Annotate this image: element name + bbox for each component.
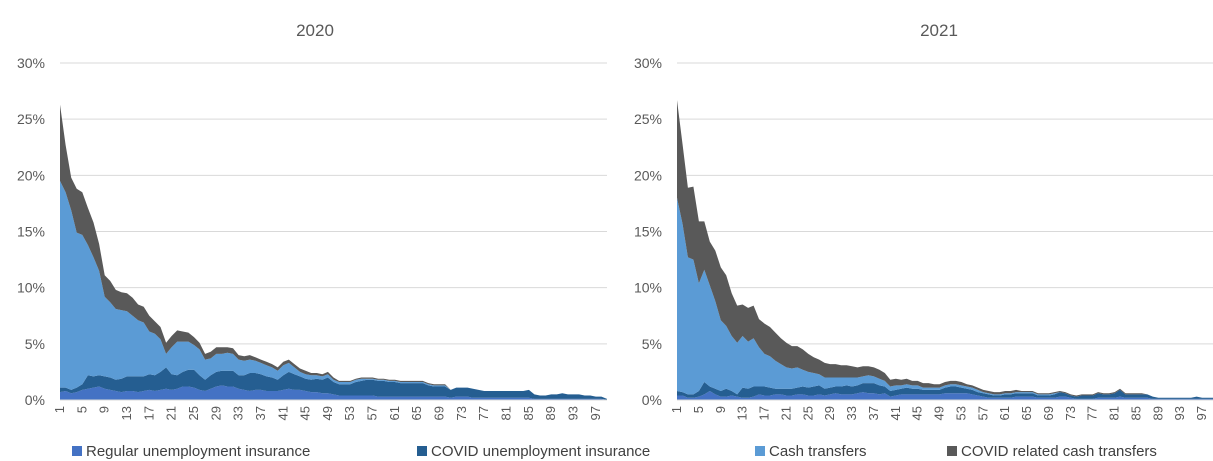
- chart-panel-2020: 2020 0% 5% 10% 15% 20% 25% 30% 1 5 9 13 17 21 25 29 33 37…: [17, 21, 607, 420]
- x-tick-label: 17: [757, 406, 772, 420]
- legend-label: Cash transfers: [769, 443, 867, 460]
- area-series-1: [677, 391, 1213, 400]
- x-tick-label: 65: [1019, 406, 1034, 420]
- x-tick-label: 33: [844, 406, 859, 420]
- x-tick-label: 37: [253, 406, 268, 420]
- x-tick-label: 61: [997, 406, 1012, 420]
- x-tick-label: 81: [1107, 406, 1122, 420]
- x-tick-label: 9: [713, 406, 728, 413]
- y-tick-label: 0%: [25, 392, 45, 408]
- legend-label: Regular unemployment insurance: [86, 443, 311, 460]
- x-tick-label: 17: [141, 406, 156, 420]
- x-tick-label: 45: [910, 406, 925, 420]
- chart-panel-2021: 2021 0% 5% 10% 15% 20% 25% 30% 1 5 9 13 17 21 25 29 33 37…: [634, 21, 1213, 420]
- x-tick-label: 9: [97, 406, 112, 413]
- x-tick-label: 1: [52, 406, 67, 413]
- y-tick-label: 30%: [634, 55, 662, 71]
- legend-swatch: [417, 446, 427, 456]
- y-tick-label: 20%: [634, 167, 662, 183]
- legend-swatch: [72, 446, 82, 456]
- x-tick-label: 93: [566, 406, 581, 420]
- y-tick-label: 25%: [17, 111, 45, 127]
- legend-item-covid-ui: COVID unemployment insurance: [417, 443, 650, 460]
- legend-swatch: [755, 446, 765, 456]
- x-tick-label: 5: [74, 406, 89, 413]
- x-tick-label: 65: [409, 406, 424, 420]
- x-tick-label: 49: [320, 406, 335, 420]
- x-tick-label: 89: [1150, 406, 1165, 420]
- chart-title: 2020: [296, 21, 334, 40]
- y-tick-label: 15%: [634, 224, 662, 240]
- legend-label: COVID unemployment insurance: [431, 443, 651, 460]
- area-series-1: [60, 385, 607, 400]
- area-series-3: [677, 197, 1213, 398]
- x-tick-label: 1: [669, 406, 684, 413]
- y-tick-label: 30%: [17, 55, 45, 71]
- area-series-2: [677, 382, 1213, 399]
- x-tick-label: 97: [1194, 406, 1209, 420]
- y-tick-label: 25%: [634, 111, 662, 127]
- x-tick-label: 81: [499, 406, 514, 420]
- x-tick-label: 97: [588, 406, 603, 420]
- x-tick-label: 77: [476, 406, 491, 420]
- y-tick-label: 5%: [642, 336, 662, 352]
- legend-item-cash-transfers: Cash transfers: [755, 443, 867, 460]
- x-tick-label: 61: [387, 406, 402, 420]
- x-tick-label: 21: [778, 406, 793, 420]
- x-tick-label: 21: [164, 406, 179, 420]
- x-tick-label: 73: [454, 406, 469, 420]
- y-tick-label: 15%: [17, 224, 45, 240]
- x-tick-label: 41: [888, 406, 903, 420]
- x-tick-label: 49: [932, 406, 947, 420]
- x-tick-label: 77: [1085, 406, 1100, 420]
- legend-label: COVID related cash transfers: [961, 443, 1157, 460]
- x-tick-label: 73: [1063, 406, 1078, 420]
- x-tick-label: 93: [1172, 406, 1187, 420]
- x-tick-label: 29: [208, 406, 223, 420]
- area-series-3: [60, 180, 607, 399]
- legend-item-regular-ui: Regular unemployment insurance: [72, 443, 310, 460]
- x-tick-label: 13: [735, 406, 750, 420]
- x-tick-label: 33: [231, 406, 246, 420]
- x-tick-label: 13: [119, 406, 134, 420]
- y-tick-label: 0%: [642, 392, 662, 408]
- x-tick-label: 57: [975, 406, 990, 420]
- chart-title: 2021: [920, 21, 958, 40]
- x-tick-label: 85: [521, 406, 536, 420]
- x-tick-label: 89: [543, 406, 558, 420]
- x-tick-label: 45: [298, 406, 313, 420]
- legend-item-covid-cash-transfers: COVID related cash transfers: [947, 443, 1157, 460]
- y-tick-label: 20%: [17, 167, 45, 183]
- x-tick-label: 37: [866, 406, 881, 420]
- y-tick-label: 10%: [634, 280, 662, 296]
- x-tick-label: 85: [1128, 406, 1143, 420]
- x-tick-label: 53: [342, 406, 357, 420]
- x-tick-label: 57: [365, 406, 380, 420]
- area-series-2: [60, 367, 607, 400]
- y-tick-label: 10%: [17, 280, 45, 296]
- x-tick-label: 53: [953, 406, 968, 420]
- x-tick-label: 25: [800, 406, 815, 420]
- x-tick-label: 41: [275, 406, 290, 420]
- legend: Regular unemployment insurance COVID une…: [0, 443, 1213, 461]
- y-tick-label: 5%: [25, 336, 45, 352]
- x-tick-label: 69: [432, 406, 447, 420]
- legend-swatch: [947, 446, 957, 456]
- x-tick-label: 69: [1041, 406, 1056, 420]
- x-tick-label: 29: [822, 406, 837, 420]
- x-tick-label: 5: [691, 406, 706, 413]
- x-tick-label: 25: [186, 406, 201, 420]
